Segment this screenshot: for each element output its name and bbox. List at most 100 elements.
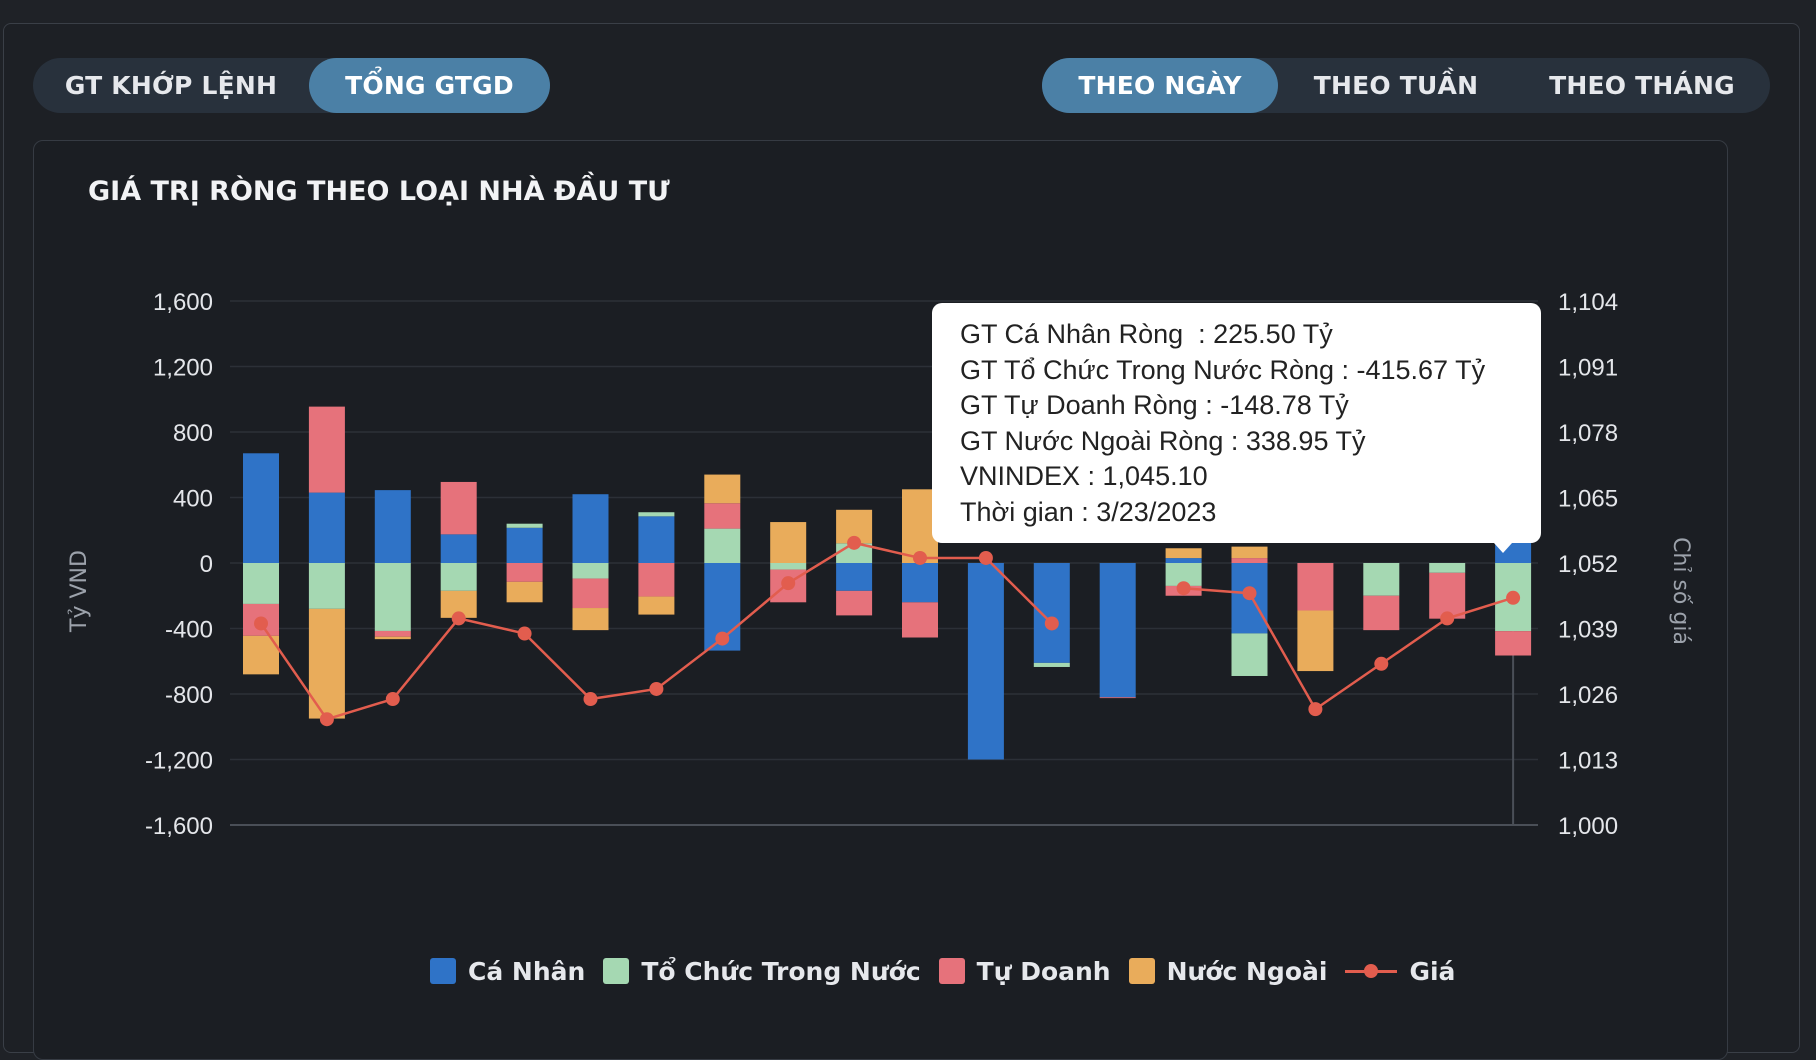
- tooltip-arrow: [1494, 543, 1512, 553]
- tab-theo-ngay[interactable]: THEO NGÀY: [1042, 58, 1278, 113]
- bar-ca_nhan: [836, 563, 873, 591]
- bar-ca_nhan: [1165, 558, 1202, 563]
- y2-tick-label: 1,052: [1558, 551, 1618, 578]
- legend-label: Tự Doanh: [976, 956, 1111, 986]
- bar-nuoc_ngoai: [638, 596, 675, 615]
- y-tick-label: -1,600: [145, 813, 213, 840]
- bar-to_chuc: [1033, 662, 1070, 667]
- price-point: [254, 616, 268, 631]
- price-point: [319, 712, 334, 727]
- tooltip-line: VNINDEX : 1,045.10: [960, 461, 1208, 491]
- y2-axis-title: Chỉ số giá: [1668, 537, 1693, 645]
- legend-label: Nước Ngoài: [1166, 956, 1328, 986]
- legend-item-tu-doanh[interactable]: Tự Doanh: [938, 956, 1111, 986]
- bar-tu_doanh: [1231, 558, 1268, 563]
- price-point: [451, 611, 466, 626]
- legend-item-gia[interactable]: Giá: [1345, 957, 1455, 986]
- y2-tick-label: 1,013: [1558, 748, 1618, 775]
- chart-title: GIÁ TRỊ RÒNG THEO LOẠI NHÀ ĐẦU TƯ: [88, 176, 670, 207]
- price-point: [385, 692, 400, 707]
- legend-swatch-to-chuc: [603, 958, 630, 984]
- bar-to_chuc: [704, 528, 741, 563]
- bar-tu_doanh: [704, 503, 741, 529]
- legend-swatch-nuoc-ngoai: [1128, 958, 1155, 984]
- bar-tu_doanh: [572, 578, 609, 609]
- y2-tick-label: 1,104: [1558, 289, 1618, 316]
- bar-to_chuc: [506, 523, 543, 528]
- y-axis-title: Tỷ VND: [67, 550, 92, 633]
- y2-tick-label: 1,065: [1558, 486, 1618, 513]
- tooltip-line: GT Cá Nhân Ròng : 225.50 Tỷ: [960, 319, 1333, 349]
- y-tick-label: 800: [173, 420, 213, 447]
- bar-tu_doanh: [506, 563, 543, 582]
- chart-tooltip: GT Cá Nhân Ròng : 225.50 Tỷ GT Tổ Chức T…: [932, 303, 1541, 543]
- y-tick-label: 0: [200, 551, 213, 578]
- price-point: [1506, 590, 1521, 605]
- price-point: [1374, 656, 1389, 671]
- bar-nuoc_ngoai: [1297, 610, 1334, 672]
- value-type-toggle: GT KHỚP LỆNH TỔNG GTGD: [33, 58, 550, 113]
- bar-ca_nhan: [902, 563, 938, 603]
- price-point: [1308, 702, 1323, 717]
- bar-ca_nhan: [1033, 563, 1070, 663]
- price-point: [913, 550, 927, 565]
- y2-tick-label: 1,091: [1558, 355, 1618, 382]
- bar-nuoc_ngoai: [572, 608, 609, 631]
- bar-tu_doanh: [1099, 697, 1136, 699]
- legend-item-ca-nhan[interactable]: Cá Nhân: [430, 957, 585, 986]
- y-tick-label: 1,200: [153, 355, 213, 382]
- bar-tu_doanh: [1363, 595, 1400, 631]
- bar-tu_doanh: [836, 590, 873, 616]
- bar-to_chuc: [1429, 563, 1466, 573]
- bar-to_chuc: [308, 563, 345, 609]
- bar-to_chuc: [243, 563, 279, 604]
- y-tick-label: -400: [165, 617, 213, 644]
- bar-to_chuc: [374, 563, 411, 631]
- legend-swatch-tu-doanh: [938, 958, 965, 984]
- price-point: [781, 576, 796, 591]
- legend-item-to-chuc[interactable]: Tổ Chức Trong Nước: [603, 957, 921, 986]
- legend-swatch-gia: [1345, 958, 1398, 984]
- y2-tick-label: 1,000: [1558, 813, 1618, 840]
- bar-to_chuc: [1363, 563, 1400, 596]
- period-toggle: THEO NGÀY THEO TUẦN THEO THÁNG: [1042, 58, 1770, 113]
- bar-tu_doanh: [440, 481, 477, 535]
- bar-ca_nhan: [243, 453, 279, 563]
- bar-nuoc_ngoai: [374, 636, 411, 640]
- price-point: [1242, 586, 1257, 601]
- tooltip-line: GT Tự Doanh Ròng : -148.78 Tỷ: [960, 390, 1349, 420]
- bar-ca_nhan: [440, 534, 477, 563]
- net-value-chart: 1,600 1,104 1,200 1,091 800 1,078 400 1,065 0 1,0…: [67, 289, 1693, 840]
- bar-to_chuc: [638, 512, 675, 517]
- tab-gt-khop-lenh[interactable]: GT KHỚP LỆNH: [64, 71, 278, 100]
- bar-tu_doanh: [308, 406, 345, 493]
- price-point: [715, 631, 730, 646]
- bar-tu_doanh: [1495, 631, 1532, 656]
- tooltip-line: GT Tổ Chức Trong Nước Ròng : -415.67 Tỷ: [960, 354, 1486, 385]
- bar-ca_nhan: [638, 516, 675, 563]
- bar-ca_nhan: [506, 527, 543, 563]
- price-point: [649, 681, 664, 696]
- legend-label: Cá Nhân: [468, 956, 586, 986]
- y2-tick-label: 1,039: [1558, 617, 1618, 644]
- price-point: [1176, 581, 1191, 596]
- tab-theo-tuan[interactable]: THEO TUẦN: [1313, 71, 1479, 100]
- bar-ca_nhan: [572, 494, 609, 563]
- legend-label: Giá: [1409, 956, 1456, 986]
- y-tick-label: -800: [165, 682, 213, 709]
- bar-nuoc_ngoai: [1231, 546, 1268, 559]
- tab-theo-thang[interactable]: THEO THÁNG: [1549, 71, 1735, 100]
- price-point: [847, 535, 862, 550]
- tooltip-line: GT Nước Ngoài Ròng : 338.95 Tỷ: [960, 425, 1366, 456]
- bar-tu_doanh: [902, 602, 938, 638]
- bar-tu_doanh: [638, 563, 675, 597]
- legend-item-nuoc-ngoai[interactable]: Nước Ngoài: [1128, 956, 1328, 986]
- tab-tong-gtgd[interactable]: TỔNG GTGD: [309, 58, 550, 113]
- price-point: [1440, 611, 1455, 626]
- bar-nuoc_ngoai: [1165, 548, 1202, 559]
- y2-tick-label: 1,026: [1558, 682, 1618, 709]
- bar-nuoc_ngoai: [704, 474, 741, 504]
- bar-ca_nhan: [308, 492, 345, 563]
- bar-tu_doanh: [1429, 572, 1466, 619]
- price-point: [1044, 616, 1059, 631]
